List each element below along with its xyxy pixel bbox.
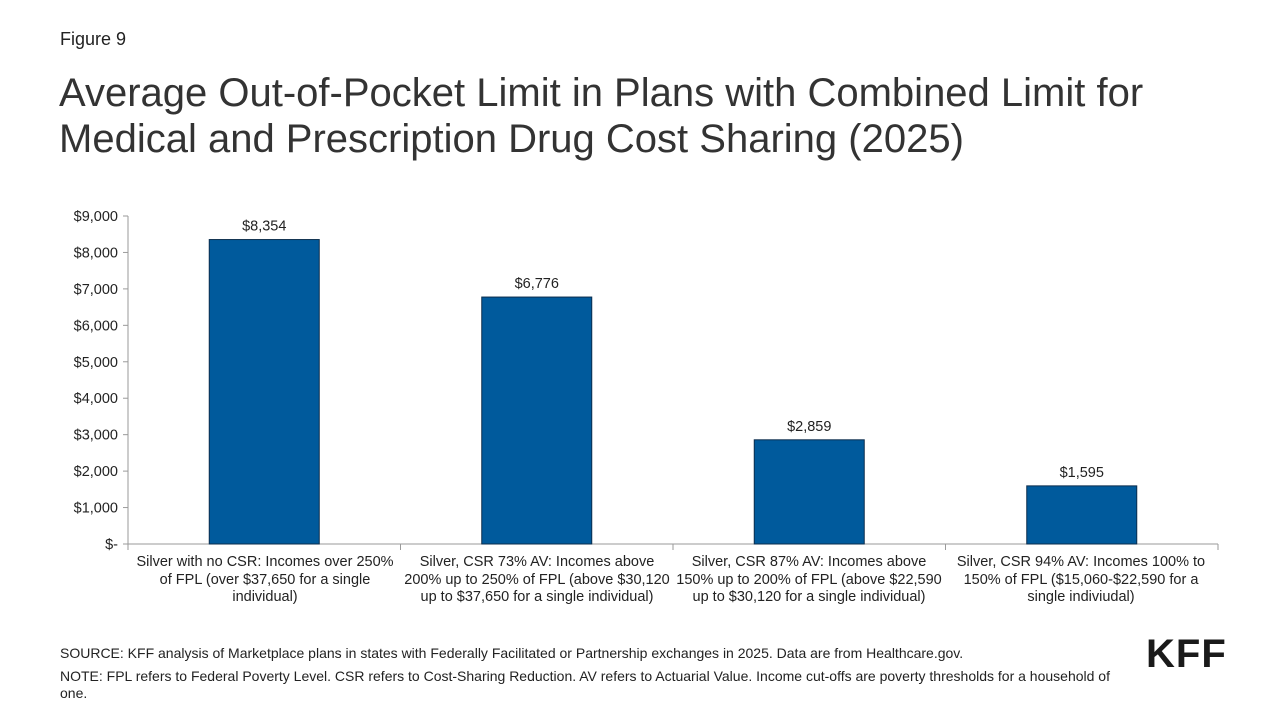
y-tick-label: $3,000 bbox=[74, 428, 118, 444]
y-tick-label: $8,000 bbox=[74, 245, 118, 261]
bar bbox=[1026, 485, 1138, 545]
data-label: $2,859 bbox=[787, 419, 831, 435]
footnote: NOTE: FPL refers to Federal Poverty Leve… bbox=[60, 668, 1110, 701]
bar bbox=[753, 439, 865, 545]
category-label-3: Silver, CSR 94% AV: Incomes 100% to 150%… bbox=[956, 554, 1206, 605]
source-note: SOURCE: KFF analysis of Marketplace plan… bbox=[60, 645, 964, 661]
y-tick-label: $5,000 bbox=[74, 355, 118, 371]
category-label-1: Silver, CSR 73% AV: Incomes above 200% u… bbox=[404, 554, 670, 605]
data-label: $6,776 bbox=[515, 276, 559, 292]
y-tick-label: $6,000 bbox=[74, 318, 118, 334]
category-label-0: Silver with no CSR: Incomes over 250% of… bbox=[136, 554, 394, 605]
chart-title: Average Out-of-Pocket Limit in Plans wit… bbox=[59, 71, 1144, 161]
category-label-2: Silver, CSR 87% AV: Incomes above 150% u… bbox=[676, 554, 942, 605]
y-tick-label: $4,000 bbox=[74, 391, 118, 407]
y-tick-label: $9,000 bbox=[74, 209, 118, 225]
y-tick-label: $2,000 bbox=[74, 464, 118, 480]
data-label: $1,595 bbox=[1060, 465, 1104, 481]
bar bbox=[208, 239, 320, 545]
kff-logo: KFF bbox=[1146, 632, 1227, 676]
y-tick-label: $1,000 bbox=[74, 501, 118, 517]
bar bbox=[481, 296, 593, 545]
figure-label: Figure 9 bbox=[60, 29, 127, 49]
data-label: $8,354 bbox=[242, 219, 286, 235]
y-tick-label: $- bbox=[105, 537, 118, 553]
y-tick-label: $7,000 bbox=[74, 282, 118, 298]
